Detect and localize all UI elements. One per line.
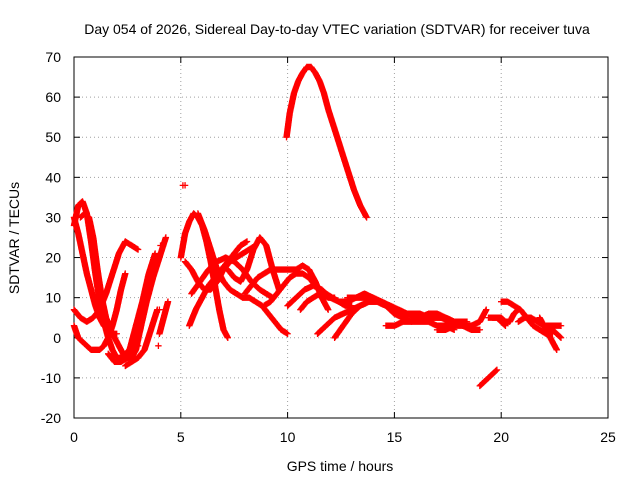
x-tick-label: 10 bbox=[280, 429, 296, 445]
x-tick-label: 25 bbox=[600, 429, 616, 445]
series-markers bbox=[545, 322, 565, 341]
series-track-34 bbox=[545, 322, 565, 341]
x-tick-label: 0 bbox=[70, 429, 78, 445]
series-track-17 bbox=[224, 234, 283, 293]
y-axis-label: SDTVAR / TECUs bbox=[6, 182, 22, 294]
axis-ticks bbox=[73, 56, 609, 419]
series-track-22 bbox=[283, 63, 370, 221]
y-tick-label: 20 bbox=[45, 250, 61, 266]
x-tick-label: 15 bbox=[387, 429, 403, 445]
series-track-06 bbox=[105, 234, 170, 365]
y-tick-label: -20 bbox=[41, 410, 61, 426]
y-tick-labels: -20 -10 0 10 20 30 40 50 60 70 bbox=[41, 49, 61, 426]
y-tick-label: 30 bbox=[45, 209, 61, 225]
series-markers bbox=[105, 234, 170, 365]
series-markers bbox=[297, 290, 355, 313]
y-tick-label: 10 bbox=[45, 290, 61, 306]
series-markers bbox=[283, 63, 370, 221]
series-track-09 bbox=[156, 298, 172, 337]
series-markers bbox=[179, 182, 189, 189]
chart-title: Day 054 of 2026, Sidereal Day-to-day VTE… bbox=[84, 21, 590, 37]
series-markers bbox=[70, 270, 129, 353]
series-markers bbox=[536, 314, 560, 354]
series-markers bbox=[156, 298, 172, 337]
x-axis-label: GPS time / hours bbox=[287, 458, 394, 474]
series-track-08 bbox=[126, 250, 159, 353]
plot-frame bbox=[73, 56, 609, 419]
series-track-21 bbox=[297, 290, 355, 313]
y-tick-label: 60 bbox=[45, 89, 61, 105]
y-tick-label: 70 bbox=[45, 49, 61, 65]
series-track-33 bbox=[536, 314, 560, 354]
series-track-11 bbox=[179, 182, 189, 189]
series-track-28 bbox=[476, 366, 501, 390]
y-tick-label: -10 bbox=[41, 370, 61, 386]
series-track-10 bbox=[155, 242, 164, 349]
x-tick-label: 5 bbox=[177, 429, 185, 445]
series-markers bbox=[126, 250, 159, 353]
series-markers bbox=[155, 242, 164, 349]
series-markers bbox=[224, 234, 283, 293]
y-tick-label: 50 bbox=[45, 129, 61, 145]
series-markers bbox=[70, 214, 120, 337]
y-tick-label: 0 bbox=[53, 330, 61, 346]
series-track-27 bbox=[433, 306, 490, 333]
grid bbox=[74, 57, 608, 418]
data-series bbox=[70, 63, 565, 390]
series-markers bbox=[433, 306, 490, 333]
x-tick-labels: 0 5 10 15 20 25 bbox=[70, 429, 616, 445]
series-track-30 bbox=[485, 314, 509, 329]
series-track-02 bbox=[70, 214, 120, 337]
series-markers bbox=[476, 366, 501, 390]
series-markers bbox=[122, 306, 161, 370]
series-markers bbox=[485, 314, 509, 329]
y-tick-label: 40 bbox=[45, 169, 61, 185]
series-track-07 bbox=[122, 306, 161, 370]
x-tick-label: 20 bbox=[493, 429, 509, 445]
series-track-03 bbox=[70, 270, 129, 353]
